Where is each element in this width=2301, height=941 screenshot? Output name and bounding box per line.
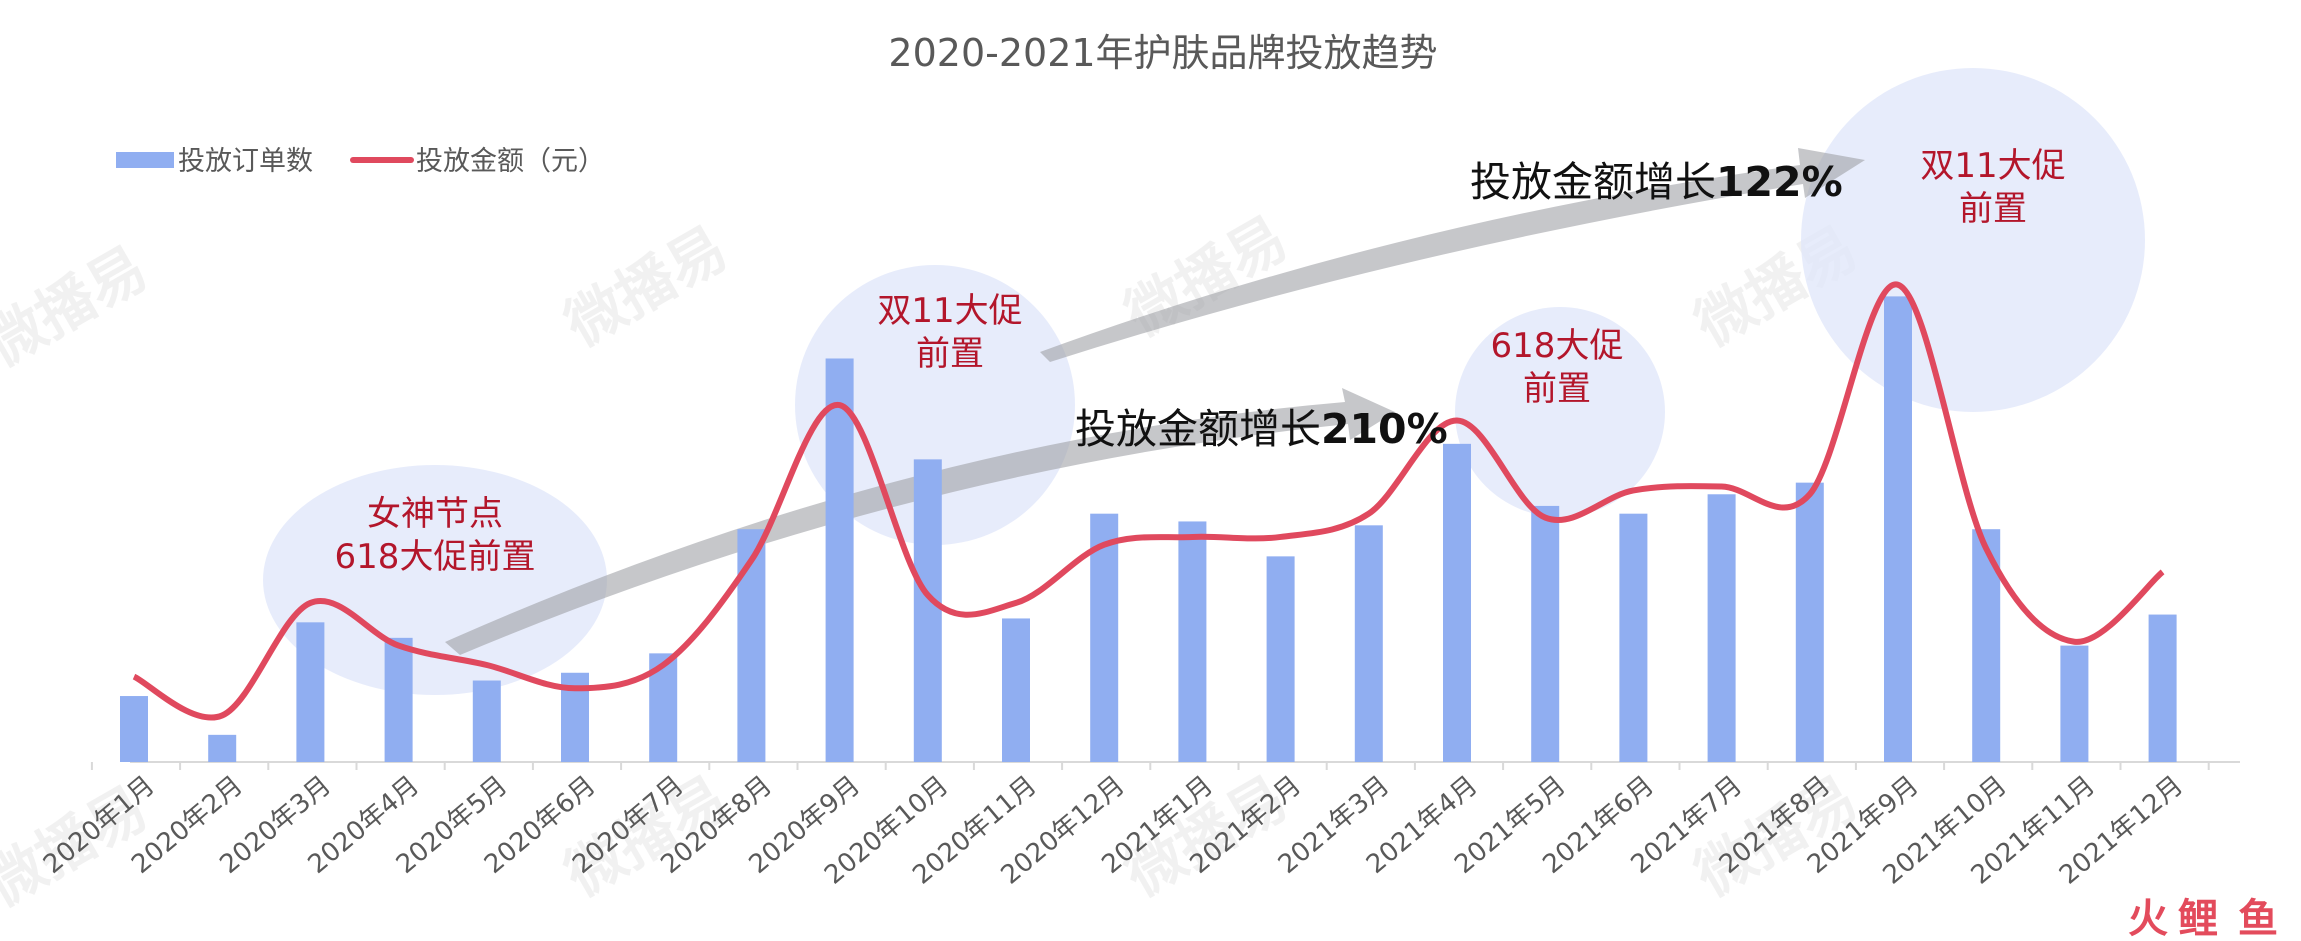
bar-2020年11月 <box>1002 618 1030 762</box>
brand-char-1: 火 <box>2128 896 2168 941</box>
watermark-text: 微播易 <box>0 234 158 380</box>
bar-2021年5月 <box>1531 505 1560 762</box>
highlight-circle-4 <box>1801 68 2145 412</box>
bar-2020年10月 <box>913 459 942 762</box>
growth-arrow-1 <box>445 388 1395 655</box>
annotation-2-line-1: 双11大促 <box>877 291 1022 331</box>
bar-2021年6月 <box>1619 513 1648 762</box>
x-tick-labels: 2020年1月2020年2月2020年3月2020年4月2020年5月2020年… <box>38 770 2189 890</box>
highlight-circle-1 <box>263 465 607 695</box>
growth-arrow-2 <box>1040 148 1865 362</box>
growth-label-2: 投放金额增长122% <box>1470 158 1843 206</box>
legend-label-line: 投放金额（元） <box>416 146 605 177</box>
annotation-2-line-2: 前置 <box>916 334 984 374</box>
bar-2021年12月 <box>2148 614 2177 762</box>
growth-arrow-layer <box>445 148 1865 655</box>
legend-label-bar: 投放订单数 <box>178 146 313 177</box>
legend-swatch-bar <box>116 152 174 168</box>
annotation-1-line-1: 女神节点 <box>367 494 503 534</box>
bar-2020年1月 <box>120 696 148 762</box>
bar-2020年3月 <box>296 622 325 762</box>
bar-2021年7月 <box>1707 494 1736 762</box>
annotation-4-line-1: 双11大促 <box>1920 146 2065 186</box>
line-amount <box>132 281 2165 721</box>
annotation-4-line-2: 前置 <box>1959 189 2027 229</box>
bar-2021年11月 <box>2060 645 2089 762</box>
annotation-3-line-1: 618大促 <box>1491 326 1624 366</box>
annotation-layer: 女神节点 618大促前置 双11大促 前置 618大促 前置 双11大促 前置 <box>335 146 2066 577</box>
growth-label-2-prefix: 投放金额增长 <box>1470 158 1716 206</box>
bar-2021年1月 <box>1178 521 1207 762</box>
highlight-circle-3 <box>1455 307 1665 517</box>
bar-2021年3月 <box>1354 525 1383 762</box>
bar-2021年8月 <box>1795 482 1824 762</box>
chart-title: 2020-2021年护肤品牌投放趋势 <box>888 31 1437 75</box>
growth-label-1: 投放金额增长210% <box>1075 405 1448 453</box>
brand-logo: 火 鲤 鱼 <box>2128 896 2278 941</box>
bar-2021年2月 <box>1266 556 1295 762</box>
bar-2021年9月 <box>1884 296 1912 762</box>
bar-2020年8月 <box>737 529 766 762</box>
line-series <box>132 281 2165 721</box>
bar-2021年4月 <box>1443 443 1471 762</box>
bar-2020年12月 <box>1090 513 1119 762</box>
x-axis-ticks <box>90 762 2210 770</box>
bar-2020年2月 <box>208 734 237 762</box>
bar-2020年9月 <box>825 358 854 762</box>
brand-char-3: 鱼 <box>2238 896 2278 941</box>
bar-2020年5月 <box>472 680 501 762</box>
watermark-text: 微播易 <box>553 214 739 360</box>
annotation-1-line-2: 618大促前置 <box>335 537 536 577</box>
brand-char-2: 鲤 <box>2178 896 2218 941</box>
bar-2020年4月 <box>384 637 413 762</box>
growth-label-2-value: 122% <box>1716 158 1843 206</box>
annotation-3-line-2: 前置 <box>1523 369 1591 409</box>
growth-label-1-prefix: 投放金额增长 <box>1075 405 1321 453</box>
legend: 投放订单数 投放金额（元） <box>116 146 605 177</box>
growth-label-1-value: 210% <box>1321 405 1448 453</box>
